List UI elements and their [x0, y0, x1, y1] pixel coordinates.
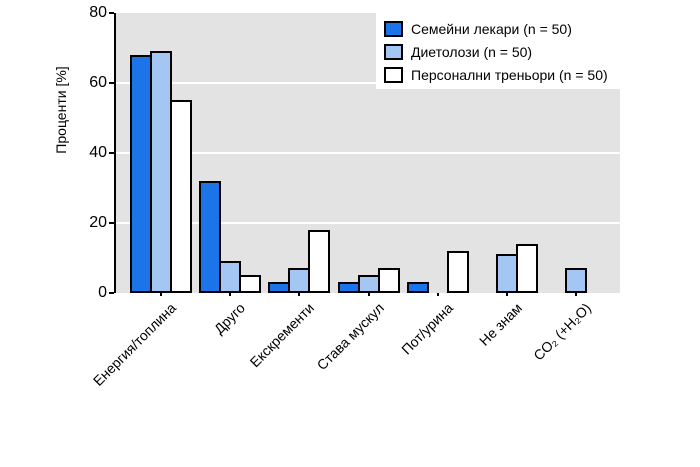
x-tick-mark — [160, 293, 162, 296]
bar-series1-1 — [130, 54, 152, 293]
legend-swatch-icon — [384, 67, 403, 83]
bar-series3-3 — [308, 229, 331, 293]
bar-series1-2 — [199, 180, 222, 293]
y-tick-label-40: 40 — [89, 144, 107, 161]
y-axis-line — [114, 13, 116, 293]
bar-series3-4 — [377, 268, 400, 293]
bar-series3-6 — [516, 243, 538, 293]
bar-group-4 — [337, 13, 400, 293]
gridline-60 — [115, 82, 620, 84]
bar-group-1 — [130, 13, 192, 293]
x-tick-mark — [575, 293, 578, 296]
bar-group-2 — [199, 13, 262, 293]
legend-label: Семейни лекари (n = 50) — [411, 21, 572, 37]
x-tick-mark — [436, 293, 439, 296]
bar-series3-1 — [170, 100, 192, 293]
gridline-40 — [115, 152, 620, 154]
y-axis-label: Проценти [%] — [53, 66, 69, 154]
bar-series2-6 — [496, 254, 518, 293]
legend: Семейни лекари (n = 50) Диетолози (n = 50… — [376, 13, 622, 89]
gridline-20 — [115, 222, 620, 224]
bar-group-6 — [476, 13, 538, 293]
y-tick-mark — [109, 222, 114, 224]
bar-series1-3 — [268, 282, 291, 293]
y-tick-label-0: 0 — [98, 284, 107, 301]
bar-group-3 — [268, 13, 331, 293]
legend-item-1: Семейни лекари (n = 50) — [384, 19, 616, 39]
legend-label: Персонални треньори (n = 50) — [411, 67, 608, 83]
x-tick-mark — [298, 293, 301, 296]
bar-series2-7 — [565, 268, 588, 293]
bar-series3-5 — [446, 250, 469, 293]
bar-chart-figure: Проценти [%] 0 20 40 60 80 Енергия/топлина Др… — [53, 4, 622, 389]
bar-group-5 — [406, 13, 469, 293]
legend-swatch-icon — [384, 21, 403, 37]
bar-group-7 — [545, 13, 607, 293]
legend-label: Диетолози (n = 50) — [411, 44, 533, 60]
y-tick-mark — [109, 292, 114, 294]
x-tick-mark — [506, 293, 508, 296]
bar-series2-4 — [357, 275, 380, 293]
y-tick-label-60: 60 — [89, 74, 107, 91]
y-tick-mark — [109, 152, 114, 154]
bar-series2-2 — [219, 261, 242, 293]
y-tick-label-20: 20 — [89, 214, 107, 231]
bar-series1-4 — [337, 282, 360, 293]
y-tick-mark — [109, 82, 114, 84]
bar-series3-2 — [239, 275, 262, 293]
legend-item-2: Диетолози (n = 50) — [384, 42, 616, 62]
x-tick-mark — [229, 293, 232, 296]
bar-series2-3 — [288, 268, 311, 293]
x-tick-mark — [367, 293, 370, 296]
y-tick-label-80: 80 — [89, 4, 107, 21]
bar-series2-1 — [150, 51, 172, 293]
bar-series1-5 — [406, 282, 429, 293]
y-tick-mark — [109, 12, 114, 14]
legend-swatch-icon — [384, 44, 403, 60]
legend-item-3: Персонални треньори (n = 50) — [384, 65, 616, 85]
